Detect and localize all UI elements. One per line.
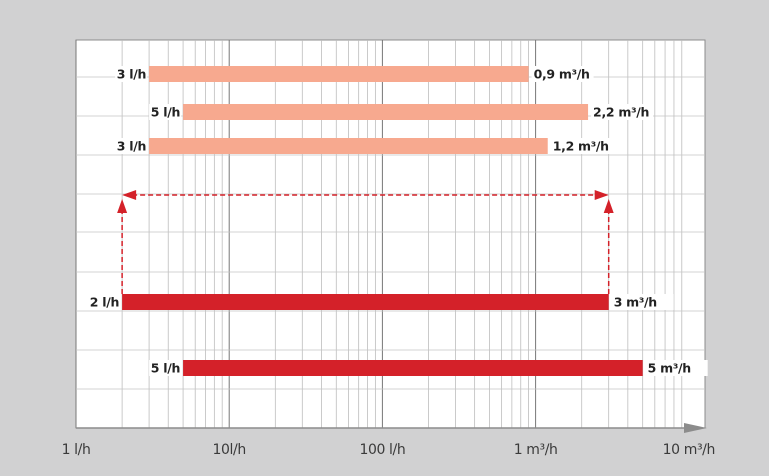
bar-range-1: [149, 66, 529, 82]
label-backing: [149, 360, 182, 376]
bar-end-label: 5 m³/h: [648, 361, 691, 376]
label-backing: [531, 66, 594, 82]
bar-range-3: [149, 138, 548, 154]
label-backing: [115, 66, 148, 82]
x-tick-label: 10l/h: [213, 442, 246, 458]
bar-start-label: 3 l/h: [117, 139, 146, 154]
x-tick-label: 100 l/h: [359, 442, 405, 458]
arrowhead-left: [122, 190, 137, 200]
arrowhead-up-left: [117, 199, 128, 213]
label-backing: [115, 138, 148, 154]
x-tick-labels: 1 l/h 10l/h 100 l/h 1 m³/h 10 m³/h: [62, 442, 716, 458]
label-backing: [645, 360, 708, 376]
bar-start-label: 3 l/h: [117, 67, 146, 82]
bar-start-label: 5 l/h: [151, 361, 180, 376]
x-tick-label: 10 m³/h: [663, 442, 715, 458]
x-axis: [76, 423, 707, 433]
label-backing: [88, 294, 121, 310]
bar-range-2: [183, 104, 589, 120]
label-backing: [591, 104, 654, 120]
label-backing: [611, 294, 674, 310]
x-tick-label: 1 l/h: [62, 442, 91, 458]
bar-end-label: 3 m³/h: [614, 295, 657, 310]
bar-end-label: 1,2 m³/h: [553, 139, 609, 154]
arrowhead-right: [594, 190, 609, 200]
label-backing: [550, 138, 613, 154]
bar-end-label: 2,2 m³/h: [593, 105, 649, 120]
x-tick-label: 1 m³/h: [514, 442, 558, 458]
range-bars: 3 l/h 0,9 m³/h 5 l/h 2,2 m³/h 3 l/h 1,2 m³/h 2…: [88, 66, 708, 376]
range-arrow-annotation: [117, 190, 614, 294]
x-axis-arrowhead: [684, 423, 707, 433]
bar-start-label: 2 l/h: [90, 295, 119, 310]
bar-start-label: 5 l/h: [151, 105, 180, 120]
arrowhead-up-right: [603, 199, 614, 213]
label-backing: [149, 104, 182, 120]
bar-range-4: [122, 294, 609, 310]
bar-end-label: 0,9 m³/h: [534, 67, 590, 82]
bar-range-5: [183, 360, 643, 376]
